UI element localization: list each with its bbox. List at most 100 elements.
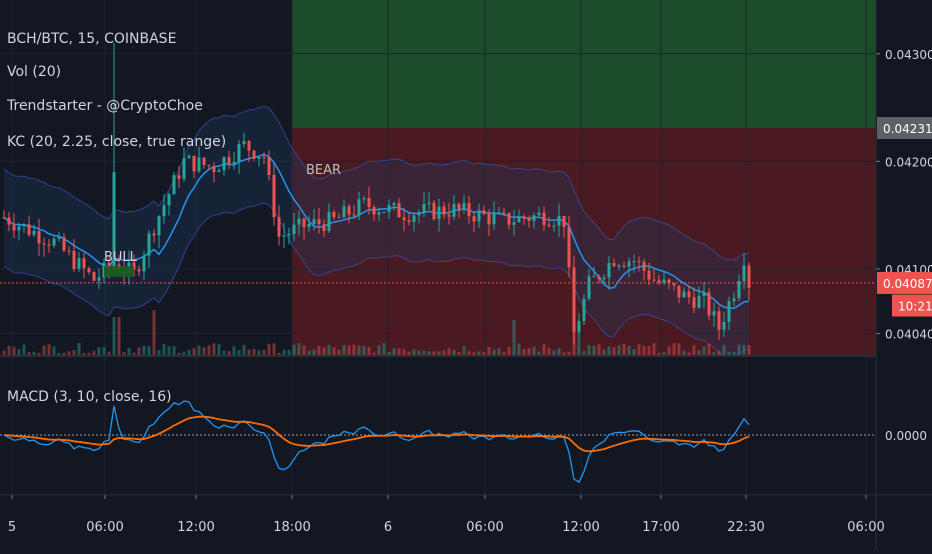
volume-bar	[487, 347, 491, 355]
volume-bar	[462, 346, 466, 355]
candle-body	[562, 215, 566, 227]
candle-body	[417, 212, 421, 216]
volume-bar	[97, 347, 101, 355]
candle-body	[367, 197, 371, 208]
volume-bar	[452, 349, 456, 355]
volume-bar	[392, 348, 396, 355]
volume-bar	[137, 347, 141, 355]
candle-body	[197, 157, 201, 172]
candle-body	[2, 217, 6, 219]
candle-body	[372, 207, 376, 215]
volume-bar	[642, 345, 646, 355]
volume-bar	[357, 345, 361, 355]
volume-bar	[227, 351, 231, 355]
volume-bar	[437, 351, 441, 355]
candle-body	[82, 258, 86, 269]
price-tick-label: 0.04200	[885, 155, 932, 169]
candle-body	[702, 292, 706, 296]
candle-body	[727, 301, 731, 322]
volume-bar	[497, 347, 501, 355]
candle-body	[137, 269, 141, 272]
candle-body	[447, 214, 451, 217]
candle-body	[7, 217, 11, 225]
volume-bar	[222, 350, 226, 355]
candle-body	[52, 238, 56, 246]
volume-bar	[257, 350, 261, 355]
candle-body	[212, 166, 216, 172]
candle-body	[612, 262, 616, 267]
bear-signal-label: BEAR	[306, 163, 341, 178]
candle-body	[517, 216, 521, 223]
candle-body	[457, 204, 461, 210]
candle-body	[597, 276, 601, 280]
price-label-last: 0.04087	[883, 277, 932, 291]
candle-body	[382, 211, 386, 213]
time-tick-label: 12:00	[177, 520, 214, 535]
candle-body	[282, 235, 286, 237]
macd-tick-label: 0.0000	[885, 429, 927, 443]
candle-body	[32, 230, 36, 235]
volume-bar	[32, 351, 36, 355]
volume-bar	[457, 351, 461, 355]
volume-bar	[502, 352, 506, 355]
volume-bar	[142, 345, 146, 355]
candle-body	[352, 214, 356, 216]
candle-body	[422, 204, 426, 213]
candle-body	[722, 321, 726, 330]
candle-body	[92, 272, 96, 281]
volume-bar	[747, 344, 751, 355]
volume-bar	[352, 344, 356, 355]
candle-body	[557, 215, 561, 226]
volume-bar	[202, 347, 206, 355]
volume-bar	[432, 351, 436, 355]
candle-body	[397, 203, 401, 218]
time-tick-label: 12:00	[562, 520, 599, 535]
zone-green	[292, 0, 876, 129]
volume-bar	[567, 351, 571, 355]
candle-body	[547, 224, 551, 227]
candle-body	[432, 202, 436, 220]
volume-bar	[657, 352, 661, 355]
volume-bar	[282, 349, 286, 355]
candle-body	[402, 217, 406, 221]
volume-bar	[737, 344, 741, 355]
volume-bar	[187, 349, 191, 355]
volume-bar	[62, 352, 66, 355]
volume-bar	[702, 346, 706, 355]
volume-bar	[87, 352, 91, 355]
candle-body	[332, 211, 336, 218]
volume-bar	[292, 344, 296, 355]
candle-body	[647, 270, 651, 280]
volume-bar	[247, 349, 251, 355]
candle-body	[162, 205, 166, 217]
candle-body	[37, 230, 41, 244]
candle-body	[227, 157, 231, 164]
candle-body	[677, 285, 681, 298]
candle-body	[252, 150, 256, 159]
volume-bar	[662, 352, 666, 355]
volume-bar	[477, 351, 481, 355]
volume-bar	[677, 343, 681, 355]
volume-bar	[387, 351, 391, 355]
candle-body	[437, 206, 441, 220]
volume-bar	[322, 347, 326, 355]
candle-body	[107, 262, 111, 268]
candle-body	[572, 267, 576, 333]
volume-bar	[272, 343, 276, 355]
candle-body	[247, 141, 251, 151]
candle-body	[192, 155, 196, 172]
price-label-timer: 10:21	[898, 300, 932, 314]
volume-bar	[492, 349, 496, 355]
candle-body	[467, 202, 471, 217]
candle-body	[532, 215, 536, 221]
candle-body	[242, 141, 246, 145]
volume-bar	[472, 352, 476, 355]
volume-bar	[632, 349, 636, 355]
volume-bar	[132, 352, 136, 355]
volume-bar	[72, 350, 76, 355]
volume-bar	[427, 351, 431, 355]
legend-kc: KC (20, 2.25, close, true range)	[7, 134, 226, 150]
time-tick-label: 6	[384, 520, 392, 535]
